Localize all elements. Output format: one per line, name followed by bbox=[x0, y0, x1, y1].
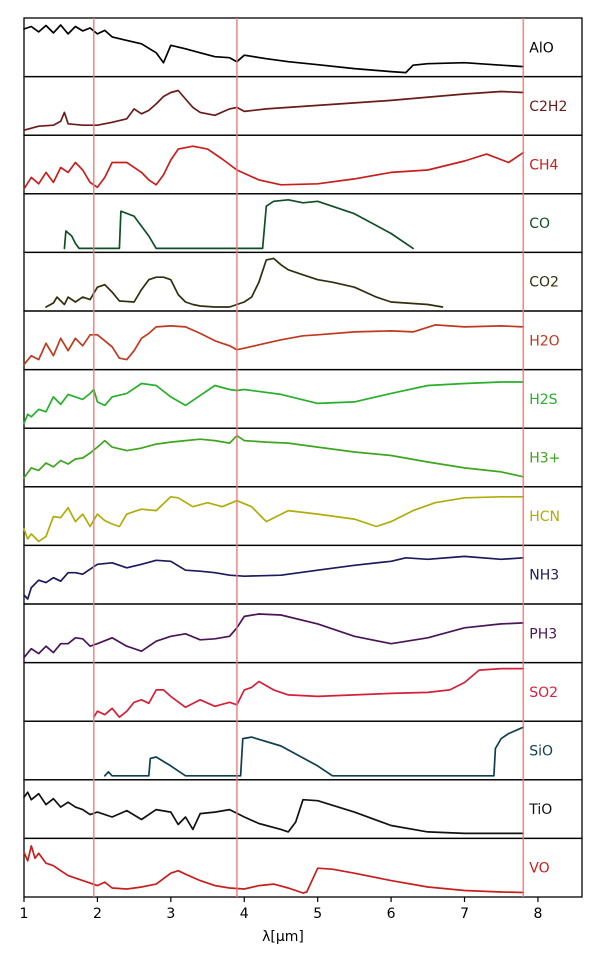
panel-frame bbox=[23, 486, 583, 547]
panel-frame bbox=[23, 427, 583, 488]
x-tick-label: 3 bbox=[166, 906, 175, 922]
panel-alo: AlO bbox=[23, 17, 583, 78]
x-tick-label: 4 bbox=[240, 906, 249, 922]
series-line-tio bbox=[23, 791, 525, 835]
series-line-h3 bbox=[23, 434, 525, 479]
series-line-vo bbox=[23, 845, 525, 894]
panel-h3: H3+ bbox=[23, 427, 583, 488]
panel-h2s: H2S bbox=[23, 368, 583, 429]
x-tick-label: 6 bbox=[387, 906, 396, 922]
series-line-alo bbox=[23, 24, 525, 74]
x-tick-label: 5 bbox=[313, 906, 322, 922]
panel-c2h2: C2H2 bbox=[23, 75, 583, 136]
panels-group: AlO C2H2 CH4 CO CO2 H2O H2S H3+ HCN NH3 PH3 SO2 SiO T… bbox=[23, 17, 583, 898]
panel-ch4: CH4 bbox=[23, 134, 583, 195]
panel-tio: TiO bbox=[23, 779, 583, 840]
panel-frame bbox=[23, 368, 583, 429]
panel-frame bbox=[23, 837, 583, 898]
x-tick-label: 8 bbox=[533, 906, 542, 922]
panel-co2: CO2 bbox=[23, 251, 583, 312]
series-label: H2O bbox=[529, 333, 559, 349]
series-label: HCN bbox=[529, 509, 560, 525]
panel-hcn: HCN bbox=[23, 486, 583, 547]
series-label: SO2 bbox=[529, 685, 558, 701]
series-line-hcn bbox=[23, 495, 525, 543]
series-label: H3+ bbox=[529, 451, 560, 467]
panel-frame bbox=[23, 17, 583, 78]
panel-co: CO bbox=[23, 193, 583, 254]
panel-vo: VO bbox=[23, 837, 583, 898]
series-line-ch4 bbox=[23, 145, 525, 190]
panel-nh3: NH3 bbox=[23, 544, 583, 605]
series-label: CH4 bbox=[529, 158, 558, 174]
series-label: TiO bbox=[528, 802, 552, 818]
series-label: CO2 bbox=[529, 275, 559, 291]
panel-frame bbox=[23, 251, 583, 312]
series-line-c2h2 bbox=[23, 89, 525, 132]
panel-frame bbox=[23, 310, 583, 371]
series-line-h2o bbox=[23, 324, 525, 366]
vertical-lines-group bbox=[92, 18, 525, 897]
panel-ph3: PH3 bbox=[23, 603, 583, 664]
series-label: VO bbox=[529, 861, 549, 877]
panel-frame bbox=[23, 720, 583, 781]
x-tick-label: 1 bbox=[20, 906, 29, 922]
series-label: AlO bbox=[529, 40, 554, 56]
panel-frame bbox=[23, 603, 583, 664]
panel-frame bbox=[23, 544, 583, 605]
series-label: SiO bbox=[529, 744, 553, 760]
series-line-co bbox=[63, 198, 414, 250]
x-axis: 1 2 3 4 5 6 7 8 bbox=[20, 897, 542, 922]
x-axis-label: λ[μm] bbox=[262, 929, 304, 945]
panel-sio: SiO bbox=[23, 720, 583, 781]
series-line-co2 bbox=[45, 257, 444, 308]
series-line-ph3 bbox=[23, 613, 525, 659]
series-label: C2H2 bbox=[529, 99, 567, 115]
series-label: CO bbox=[529, 216, 550, 232]
x-tick-label: 2 bbox=[93, 906, 102, 922]
series-label: PH3 bbox=[529, 626, 557, 642]
x-tick-label: 7 bbox=[460, 906, 469, 922]
panel-h2o: H2O bbox=[23, 310, 583, 371]
series-line-h2s bbox=[23, 381, 525, 425]
panel-frame bbox=[23, 779, 583, 840]
series-label: H2S bbox=[529, 392, 557, 408]
series-line-sio bbox=[103, 726, 525, 777]
series-line-so2 bbox=[92, 667, 525, 719]
series-label: NH3 bbox=[529, 568, 559, 584]
series-line-nh3 bbox=[23, 555, 525, 600]
panel-so2: SO2 bbox=[23, 661, 583, 722]
